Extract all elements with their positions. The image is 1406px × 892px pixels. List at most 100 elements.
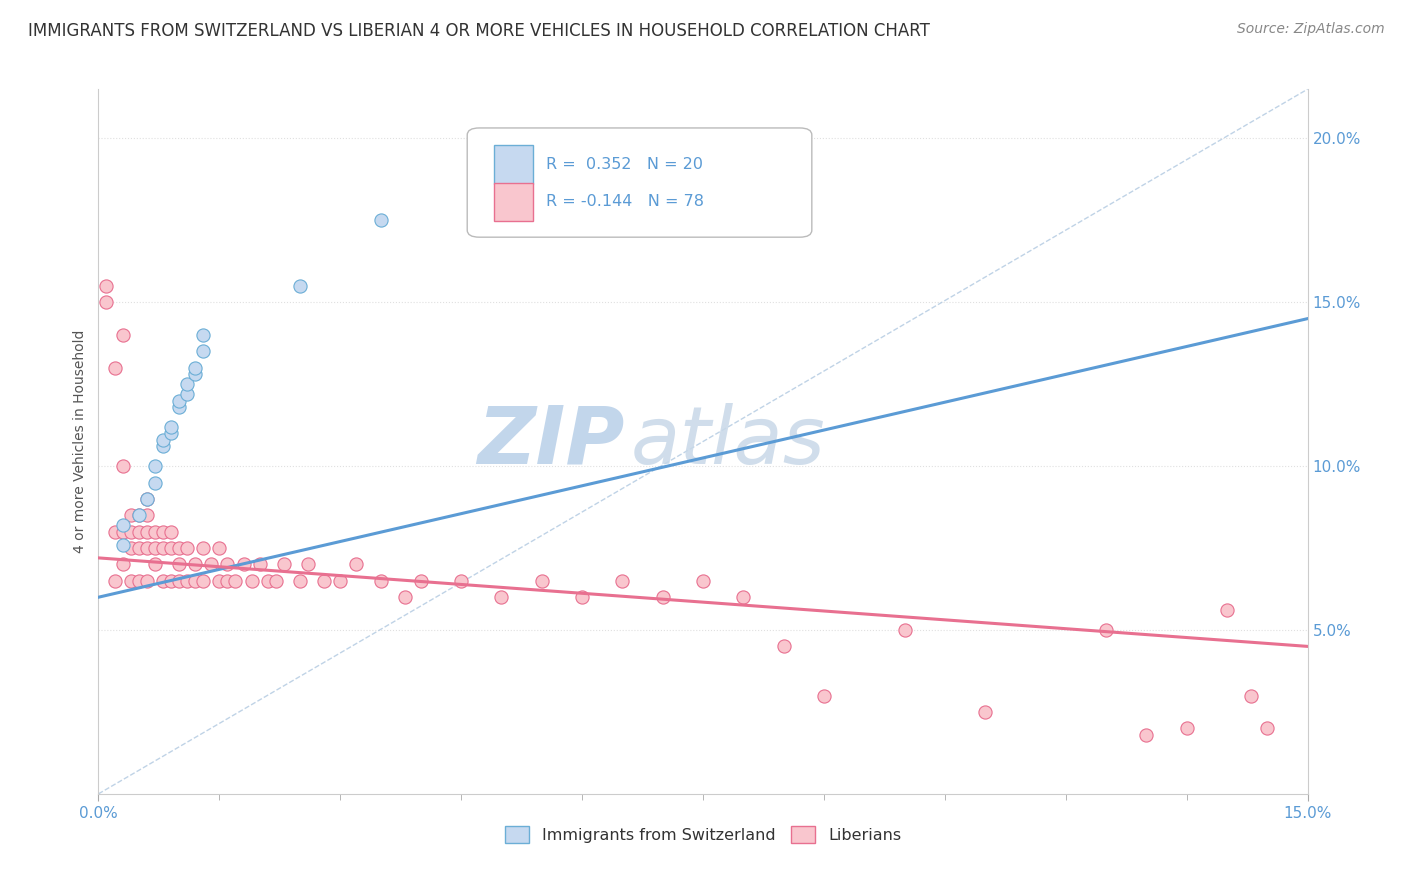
Point bbox=[571, 591, 593, 605]
Point bbox=[208, 574, 231, 588]
Point bbox=[143, 475, 166, 490]
Point bbox=[232, 558, 254, 572]
Point bbox=[120, 524, 142, 539]
Point bbox=[128, 508, 150, 523]
Point bbox=[224, 574, 246, 588]
Point bbox=[1256, 722, 1278, 736]
Point bbox=[143, 459, 166, 474]
Point bbox=[135, 574, 157, 588]
Point bbox=[143, 541, 166, 555]
Point bbox=[612, 574, 634, 588]
Point bbox=[152, 433, 174, 447]
Point bbox=[120, 541, 142, 555]
Point bbox=[135, 491, 157, 506]
Point bbox=[1095, 623, 1118, 637]
Point bbox=[96, 295, 118, 310]
Point bbox=[184, 360, 207, 375]
Point bbox=[217, 558, 239, 572]
Point bbox=[176, 387, 198, 401]
Point bbox=[111, 459, 134, 474]
Point bbox=[160, 419, 183, 434]
Text: atlas: atlas bbox=[630, 402, 825, 481]
Point bbox=[184, 368, 207, 382]
Point bbox=[135, 508, 157, 523]
Point bbox=[160, 426, 183, 441]
Point bbox=[176, 541, 198, 555]
Text: IMMIGRANTS FROM SWITZERLAND VS LIBERIAN 4 OR MORE VEHICLES IN HOUSEHOLD CORRELAT: IMMIGRANTS FROM SWITZERLAND VS LIBERIAN … bbox=[28, 22, 929, 40]
Point bbox=[103, 524, 125, 539]
Point bbox=[288, 574, 311, 588]
Point bbox=[297, 558, 319, 572]
Point bbox=[120, 508, 142, 523]
Point bbox=[733, 591, 755, 605]
Point bbox=[160, 541, 183, 555]
Point bbox=[491, 591, 513, 605]
Y-axis label: 4 or more Vehicles in Household: 4 or more Vehicles in Household bbox=[73, 330, 87, 553]
Point bbox=[135, 541, 157, 555]
Point bbox=[128, 541, 150, 555]
Point bbox=[176, 574, 198, 588]
Point bbox=[193, 541, 215, 555]
Point bbox=[530, 574, 553, 588]
Point bbox=[249, 558, 271, 572]
Text: Source: ZipAtlas.com: Source: ZipAtlas.com bbox=[1237, 22, 1385, 37]
Text: ZIP: ZIP bbox=[477, 402, 624, 481]
FancyBboxPatch shape bbox=[494, 145, 533, 184]
Point bbox=[176, 377, 198, 392]
Point bbox=[256, 574, 278, 588]
Point bbox=[184, 574, 207, 588]
Point bbox=[1175, 722, 1198, 736]
Point bbox=[200, 558, 222, 572]
Point bbox=[111, 518, 134, 533]
Point bbox=[152, 440, 174, 454]
Point bbox=[314, 574, 336, 588]
Point bbox=[135, 491, 157, 506]
Point bbox=[167, 393, 190, 408]
Point bbox=[111, 328, 134, 343]
Point bbox=[329, 574, 352, 588]
Point bbox=[111, 538, 134, 552]
Point bbox=[240, 574, 263, 588]
Point bbox=[193, 328, 215, 343]
Point bbox=[813, 689, 835, 703]
Point bbox=[103, 574, 125, 588]
Legend: Immigrants from Switzerland, Liberians: Immigrants from Switzerland, Liberians bbox=[499, 820, 907, 849]
Text: R = -0.144   N = 78: R = -0.144 N = 78 bbox=[546, 194, 704, 210]
Point bbox=[167, 541, 190, 555]
Point bbox=[394, 591, 416, 605]
Point bbox=[111, 558, 134, 572]
FancyBboxPatch shape bbox=[467, 128, 811, 237]
Point bbox=[167, 558, 190, 572]
Point bbox=[184, 558, 207, 572]
Point bbox=[152, 574, 174, 588]
Point bbox=[128, 508, 150, 523]
Point bbox=[974, 705, 997, 719]
Point bbox=[193, 574, 215, 588]
Point bbox=[208, 541, 231, 555]
Point bbox=[288, 278, 311, 293]
Point bbox=[1240, 689, 1263, 703]
Point bbox=[120, 574, 142, 588]
Point bbox=[692, 574, 714, 588]
Point bbox=[160, 524, 183, 539]
Point bbox=[143, 524, 166, 539]
Point bbox=[167, 574, 190, 588]
Point bbox=[217, 574, 239, 588]
Point bbox=[103, 360, 125, 375]
Point bbox=[96, 278, 118, 293]
Point bbox=[893, 623, 915, 637]
Point bbox=[111, 524, 134, 539]
Point bbox=[152, 524, 174, 539]
Point bbox=[409, 574, 432, 588]
Point bbox=[143, 558, 166, 572]
Point bbox=[264, 574, 287, 588]
Point bbox=[193, 344, 215, 359]
Point bbox=[128, 574, 150, 588]
Point bbox=[1216, 603, 1239, 617]
Point bbox=[450, 574, 472, 588]
Point bbox=[160, 574, 183, 588]
Point bbox=[344, 558, 367, 572]
Point bbox=[651, 591, 673, 605]
Point bbox=[370, 574, 392, 588]
Text: R =  0.352   N = 20: R = 0.352 N = 20 bbox=[546, 157, 703, 172]
